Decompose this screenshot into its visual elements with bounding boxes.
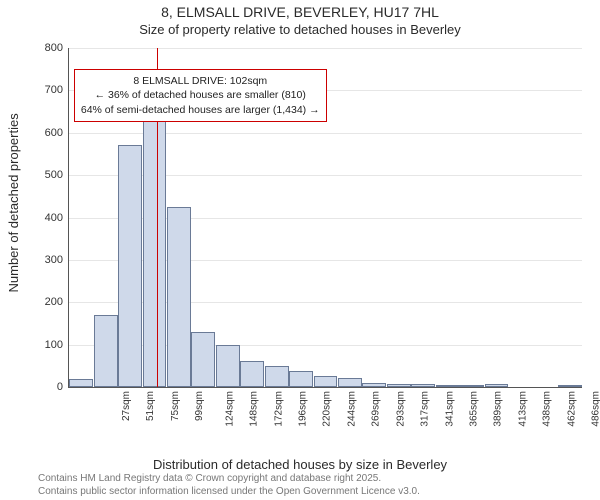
histogram-bar <box>485 384 509 387</box>
annotation-line1: 8 ELMSALL DRIVE: 102sqm <box>81 74 320 88</box>
xtick-label: 148sqm <box>249 391 260 427</box>
ytick-label: 400 <box>45 212 69 224</box>
annotation-line2: ← 36% of detached houses are smaller (81… <box>81 88 320 102</box>
xtick-label: 172sqm <box>273 391 284 427</box>
xtick-label: 462sqm <box>566 391 577 427</box>
histogram-plot: 010020030040050060070080027sqm51sqm75sqm… <box>68 48 582 388</box>
y-axis-label: Number of detached properties <box>6 113 21 292</box>
xtick-label: 269sqm <box>371 391 382 427</box>
xtick-label: 51sqm <box>145 391 156 421</box>
xtick-label: 293sqm <box>395 391 406 427</box>
xtick-label: 365sqm <box>469 391 480 427</box>
xtick-label: 413sqm <box>517 391 528 427</box>
histogram-bar <box>216 345 240 387</box>
ytick-label: 0 <box>57 381 69 393</box>
xtick-label: 124sqm <box>224 391 235 427</box>
histogram-bar <box>362 383 386 387</box>
attribution: Contains HM Land Registry data © Crown c… <box>38 473 420 498</box>
title-subtitle: Size of property relative to detached ho… <box>0 22 600 37</box>
ytick-label: 200 <box>45 296 69 308</box>
xtick-label: 220sqm <box>322 391 333 427</box>
title-address: 8, ELMSALL DRIVE, BEVERLEY, HU17 7HL <box>0 4 600 20</box>
xtick-label: 341sqm <box>444 391 455 427</box>
attribution-line2: Contains public sector information licen… <box>38 486 420 499</box>
xtick-label: 486sqm <box>591 391 600 427</box>
xtick-label: 75sqm <box>170 391 181 421</box>
xtick-label: 244sqm <box>346 391 357 427</box>
histogram-bar <box>314 376 338 387</box>
histogram-bar <box>460 385 484 387</box>
histogram-bar <box>411 384 435 387</box>
histogram-bar <box>265 366 289 387</box>
ytick-label: 300 <box>45 254 69 266</box>
ytick-label: 800 <box>45 42 69 54</box>
xtick-label: 438sqm <box>542 391 553 427</box>
histogram-bar <box>387 384 411 387</box>
histogram-bar <box>289 371 313 387</box>
histogram-bar <box>240 361 264 387</box>
gridline <box>69 48 582 49</box>
xtick-label: 99sqm <box>194 391 205 421</box>
xtick-label: 27sqm <box>121 391 132 421</box>
x-axis-label: Distribution of detached houses by size … <box>0 457 600 472</box>
histogram-bar <box>167 207 191 387</box>
ytick-label: 500 <box>45 169 69 181</box>
xtick-label: 389sqm <box>493 391 504 427</box>
histogram-bar <box>338 378 362 387</box>
annotation-line3: 64% of semi-detached houses are larger (… <box>81 103 320 117</box>
attribution-line1: Contains HM Land Registry data © Crown c… <box>38 473 420 486</box>
xtick-label: 317sqm <box>420 391 431 427</box>
histogram-bar <box>191 332 215 387</box>
ytick-label: 700 <box>45 84 69 96</box>
histogram-bar <box>118 145 142 387</box>
histogram-bar <box>436 385 460 387</box>
xtick-label: 196sqm <box>298 391 309 427</box>
histogram-bar <box>558 385 582 387</box>
ytick-label: 100 <box>45 339 69 351</box>
histogram-bar <box>69 379 93 387</box>
histogram-bar <box>143 116 167 387</box>
histogram-bar <box>94 315 118 387</box>
ytick-label: 600 <box>45 127 69 139</box>
annotation-box: 8 ELMSALL DRIVE: 102sqm← 36% of detached… <box>74 69 327 122</box>
